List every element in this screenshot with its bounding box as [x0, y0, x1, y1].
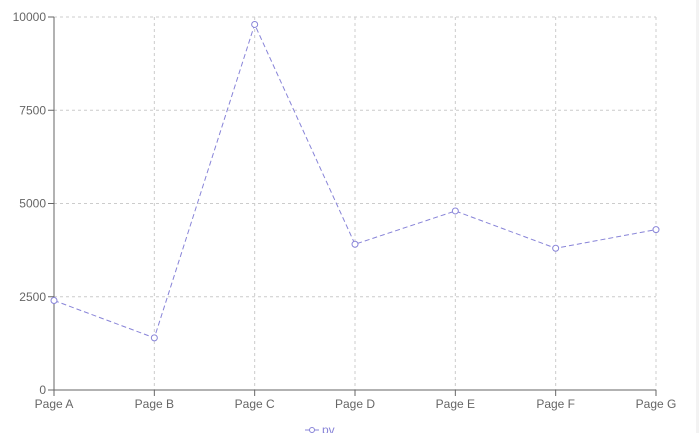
y-tick-label: 10000 [13, 10, 47, 24]
y-tick-label: 0 [39, 383, 46, 397]
legend-label: pv [322, 423, 335, 433]
y-tick-label: 5000 [19, 197, 46, 211]
data-point [652, 226, 660, 234]
x-tick-label: Page A [35, 397, 74, 411]
y-tick-label: 2500 [19, 290, 46, 304]
x-tick-label: Page E [436, 397, 475, 411]
data-point [351, 240, 359, 248]
x-tick-label: Page G [636, 397, 677, 411]
legend-icon-dot [309, 427, 315, 433]
data-point [50, 296, 58, 304]
data-point [451, 207, 459, 215]
x-tick-label: Page F [536, 397, 575, 411]
x-tick-label: Page B [135, 397, 174, 411]
data-point [150, 334, 158, 342]
data-point [552, 244, 560, 252]
data-point [251, 20, 259, 28]
x-tick-label: Page C [235, 397, 275, 411]
scrollbar[interactable] [696, 0, 699, 433]
x-tick-label: Page D [335, 397, 375, 411]
y-tick-label: 7500 [19, 103, 46, 117]
